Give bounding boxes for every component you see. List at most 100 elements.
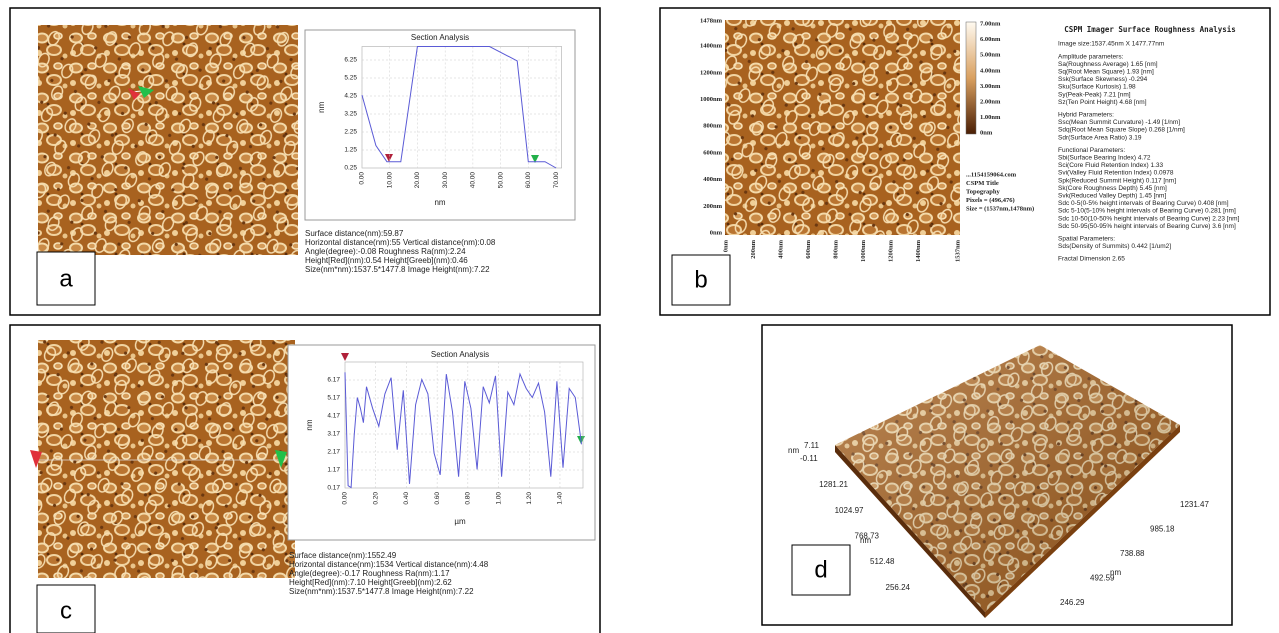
- colorbar: [965, 21, 977, 135]
- stat-line: Horizontal distance(nm):55 Vertical dist…: [305, 238, 496, 247]
- afm-3d-side: [835, 445, 985, 618]
- afm-texture: [38, 25, 298, 255]
- y-tick-label: 6.17: [327, 377, 340, 384]
- y-axis-label: nm: [305, 419, 314, 430]
- image-x-label: 800nm: [832, 239, 839, 258]
- y-tick-label: 4.25: [344, 93, 357, 100]
- image-info: CSPM Title: [966, 180, 999, 187]
- image-x-label: 1537nm: [954, 239, 961, 262]
- y-tick-label: 3.17: [327, 431, 340, 438]
- x-axis-label: µm: [454, 517, 466, 526]
- parameter-line: Sds(Density of Summits) 0.442 [1/um2]: [1058, 243, 1171, 250]
- x-tick-label: 40.00: [470, 172, 477, 189]
- parameter-line: Sa(Roughness Average) 1.65 [nm]: [1058, 61, 1158, 68]
- image-x-label: 1200nm: [887, 239, 894, 262]
- image-x-label: 400nm: [777, 239, 784, 258]
- stat-line: Surface distance(nm):59.87: [305, 229, 404, 238]
- axis-label: 256.24: [886, 583, 911, 592]
- y-tick-label: 4.17: [327, 413, 340, 420]
- image-info: Topography: [966, 188, 1000, 195]
- panel-label: a: [59, 265, 73, 292]
- image-y-label: 200nm: [703, 203, 722, 210]
- x-tick-label: 20.00: [414, 172, 421, 189]
- parameter-line: Spatial Parameters:: [1058, 236, 1115, 243]
- image-info: Pixels = (496,476): [966, 197, 1015, 204]
- red-marker: [385, 154, 393, 162]
- parameter-line: Amplitude parameters:: [1058, 53, 1124, 60]
- parameter-line: Sdr(Surface Area Ratio) 3.19: [1058, 134, 1142, 141]
- parameter-line: Ssk(Surface Skewness) -0.294: [1058, 76, 1148, 83]
- stat-line: Surface distance(nm):1552.49: [289, 551, 397, 560]
- green-marker: [275, 450, 287, 468]
- axis-label: 1281.21: [819, 480, 848, 489]
- axis-label: 246.29: [1060, 598, 1085, 607]
- y-tick-label: 0.25: [344, 165, 357, 172]
- image-y-label: 0nm: [710, 229, 723, 236]
- chart-box: [304, 29, 576, 221]
- x-tick-label: 0.00: [342, 492, 349, 505]
- image-x-label: 0nm: [722, 239, 729, 252]
- image-x-label: 200nm: [750, 239, 757, 258]
- image-x-label: 600nm: [805, 239, 812, 258]
- afm-texture: [38, 340, 295, 578]
- axis-label: 1024.97: [835, 506, 864, 515]
- x-tick-label: 10.00: [386, 172, 393, 189]
- y-tick-label: 5.25: [344, 75, 357, 82]
- parameter-line: Sku(Surface Kurtosis) 1.98: [1058, 84, 1136, 91]
- parameter-line: Functional Parameters:: [1058, 147, 1125, 154]
- axis-label: 1231.47: [1180, 500, 1209, 509]
- colorbar-label: 7.00nm: [980, 20, 1001, 27]
- y-tick-label: 3.25: [344, 111, 357, 118]
- x-tick-label: 0.40: [403, 492, 410, 505]
- parameter-line: Sy(Peak-Peak) 7.21 [nm]: [1058, 91, 1131, 98]
- red-marker: [30, 450, 42, 468]
- parameter-line: Hybrid Parameters:: [1058, 112, 1114, 119]
- x-tick-label: 0.60: [434, 492, 441, 505]
- chart-box: [287, 344, 596, 541]
- stat-line: Angle(degree):-0.08 Roughness Ra(nm):2.2…: [305, 247, 466, 256]
- stat-line: Size(nm*nm):1537.5*1477.8 Image Height(n…: [305, 265, 490, 274]
- parameter-line: Sz(Ten Point Height) 4.68 [nm]: [1058, 99, 1147, 106]
- y-tick-label: 0.17: [327, 485, 340, 492]
- colorbar-label: 0nm: [980, 130, 993, 137]
- parameter-line: Image size:1537.45nm X 1477.77nm: [1058, 41, 1164, 48]
- y-tick-label: 2.25: [344, 129, 357, 136]
- z-unit: nm: [788, 446, 799, 455]
- x-axis-label: nm: [434, 198, 445, 207]
- colorbar-label: 5.00nm: [980, 52, 1001, 59]
- axis-label: 512.48: [870, 557, 895, 566]
- parameter-line: Sk(Core Roughness Depth) 5.45 [nm]: [1058, 185, 1167, 192]
- parameter-line: Sdc 50-95(50-95% height intervals of Bea…: [1058, 223, 1236, 230]
- image-y-label: 1478nm: [700, 17, 723, 24]
- chart-title: Section Analysis: [431, 350, 489, 359]
- label-box: [36, 251, 96, 306]
- panel-label: d: [814, 556, 827, 583]
- parameter-line: Ssc(Mean Summit Curvature) -1.49 [1/nm]: [1058, 119, 1180, 126]
- colorbar-label: 6.00nm: [980, 36, 1001, 43]
- parameter-line: Svi(Valley Fluid Retention Index) 0.0978: [1058, 170, 1174, 177]
- image-x-label: 1400nm: [915, 239, 922, 262]
- image-y-label: 400nm: [703, 176, 722, 183]
- parameter-line: Sq(Root Mean Square) 1.93 [nm]: [1058, 69, 1154, 76]
- data-line: [344, 372, 582, 489]
- image-y-label: 1200nm: [700, 69, 723, 76]
- colorbar-label: 3.00nm: [980, 83, 1001, 90]
- data-line: [361, 46, 557, 169]
- y-tick-label: 1.25: [344, 147, 357, 154]
- label-box: [791, 544, 851, 596]
- x-tick-label: 0.00: [359, 172, 366, 185]
- x-tick-label: 0.20: [372, 492, 379, 505]
- x-tick-label: 1.40: [557, 492, 564, 505]
- axis-label: 985.18: [1150, 525, 1175, 534]
- parameter-line: Spk(Reduced Summit Height) 0.117 [nm]: [1058, 177, 1176, 184]
- parameter-line: Sdc 0-5(0-5% height intervals of Bearing…: [1058, 200, 1229, 207]
- stat-line: Height[Red](nm):7.10 Height[Greeb](nm):2…: [289, 578, 452, 587]
- chart-title: Section Analysis: [411, 33, 469, 42]
- z-label: -0.11: [800, 454, 818, 463]
- x-tick-label: 30.00: [442, 172, 449, 189]
- x-tick-label: 60.00: [525, 172, 532, 189]
- panel-label: b: [694, 266, 707, 293]
- panel-label: c: [60, 597, 72, 624]
- x-tick-label: 1.20: [526, 492, 533, 505]
